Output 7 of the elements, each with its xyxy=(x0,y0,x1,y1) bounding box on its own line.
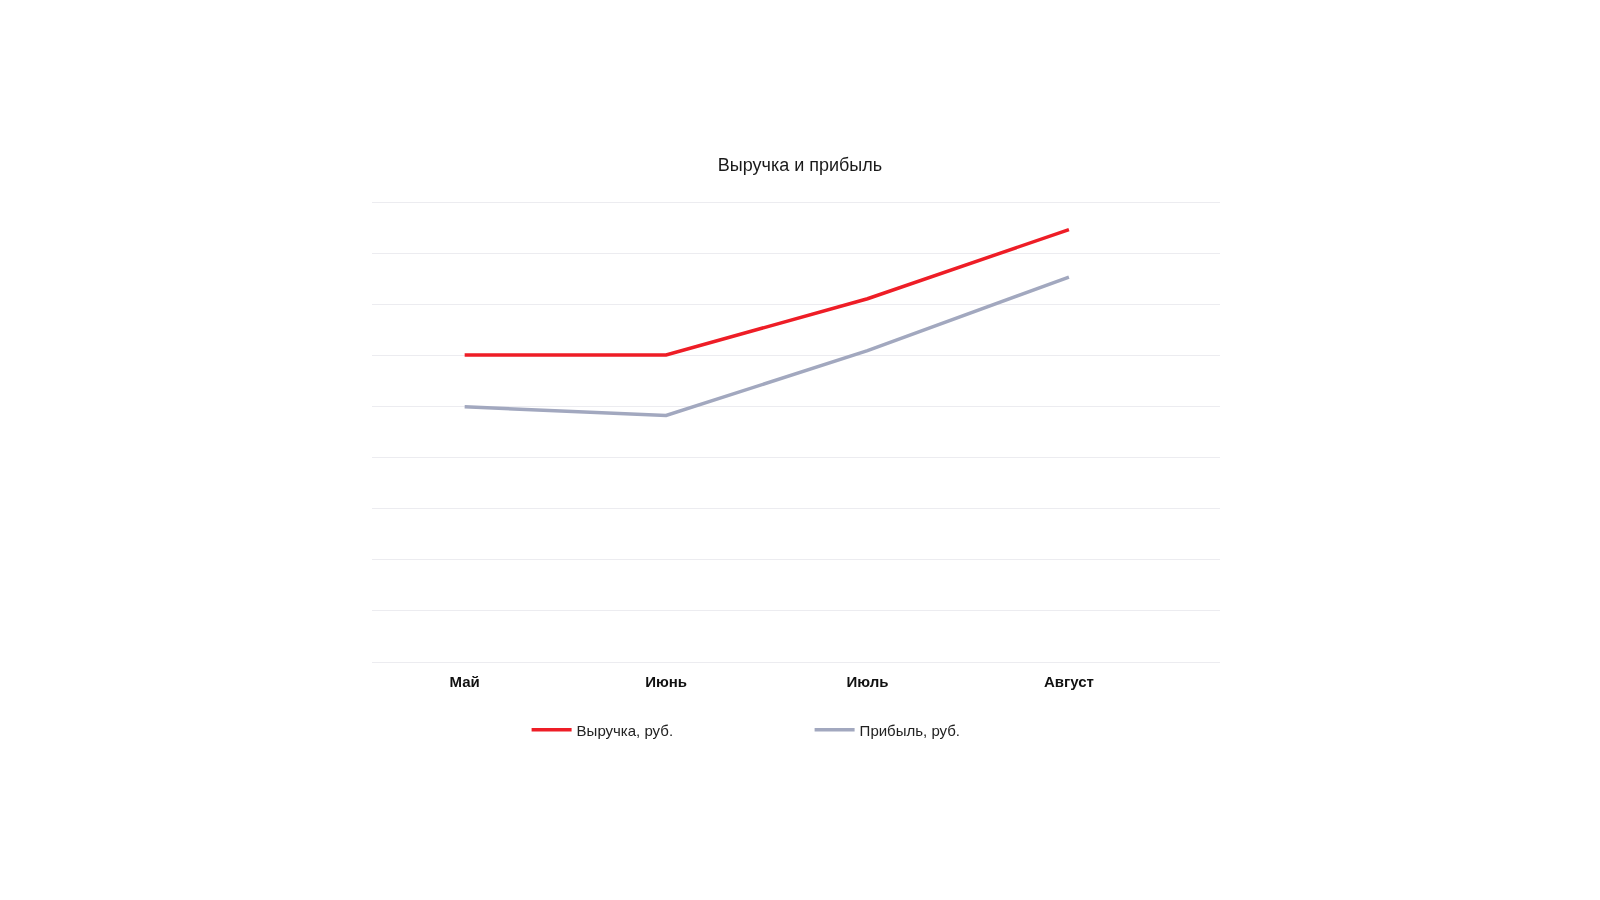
x-tick-label: Июль xyxy=(846,673,889,690)
x-tick-label: Июнь xyxy=(645,673,688,690)
x-tick-label: Август xyxy=(1043,673,1094,690)
legend-label: Выручка, руб. xyxy=(576,721,674,739)
chart-title: Выручка и прибыль xyxy=(717,155,883,176)
legend-label: Прибыль, руб. xyxy=(859,721,960,739)
x-tick-label: Май xyxy=(449,673,480,690)
